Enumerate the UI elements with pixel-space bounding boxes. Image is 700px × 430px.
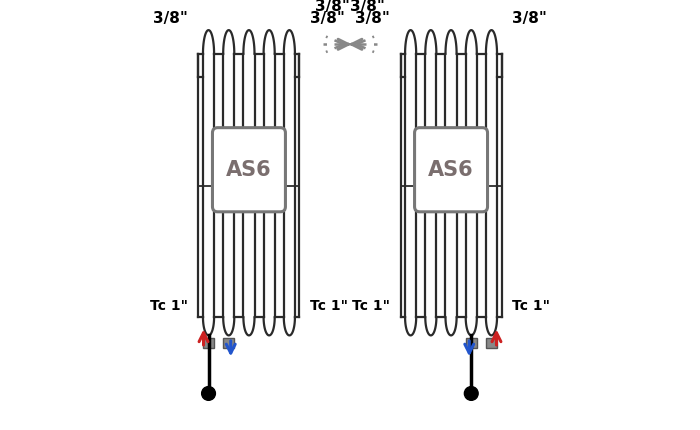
Text: AS6: AS6 [226, 160, 272, 180]
FancyBboxPatch shape [414, 128, 487, 212]
Text: Tc 1": Tc 1" [150, 299, 188, 313]
FancyBboxPatch shape [213, 128, 286, 212]
Circle shape [202, 387, 216, 400]
Bar [466, 338, 477, 348]
Text: AS6: AS6 [428, 160, 474, 180]
Text: 3/8": 3/8" [512, 11, 547, 26]
Text: 3/8": 3/8" [316, 0, 350, 14]
Text: Tc 1": Tc 1" [512, 299, 550, 313]
Text: 3/8": 3/8" [153, 11, 188, 26]
Text: 3/8": 3/8" [310, 11, 345, 26]
Circle shape [464, 387, 478, 400]
Text: Tc 1": Tc 1" [352, 299, 390, 313]
Bar [223, 338, 234, 348]
Text: Tc 1": Tc 1" [310, 299, 348, 313]
Text: 3/8": 3/8" [350, 0, 384, 14]
Bar [203, 338, 214, 348]
Text: 3/8": 3/8" [355, 11, 390, 26]
Bar [486, 338, 497, 348]
